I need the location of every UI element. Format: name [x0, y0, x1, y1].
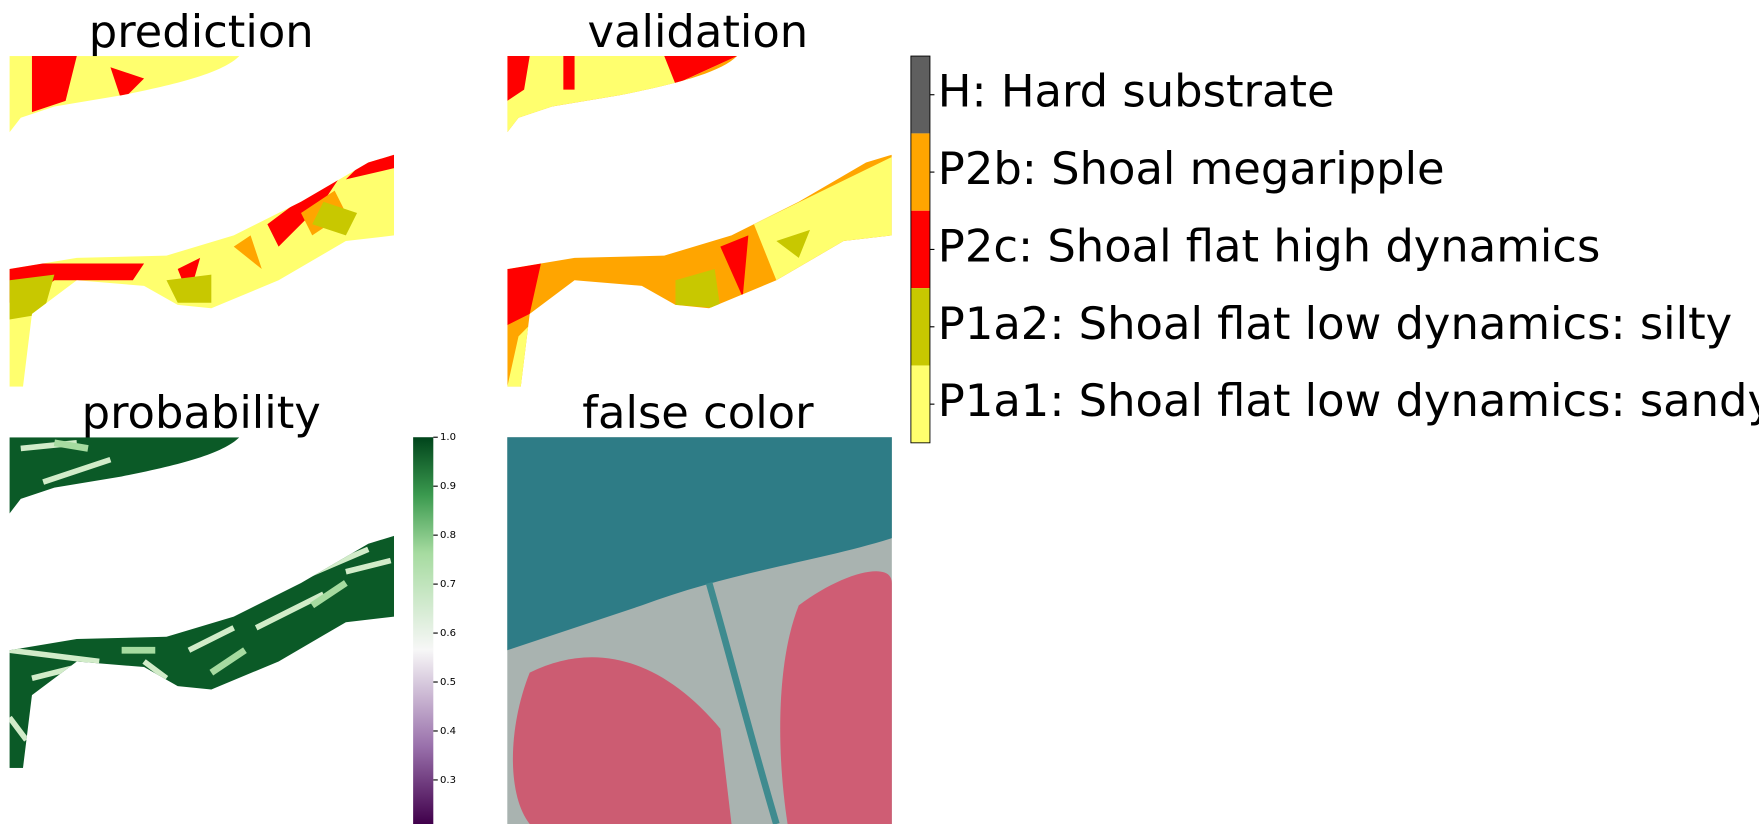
colorbar [413, 437, 434, 824]
class-swatch [910, 365, 930, 443]
class-swatch [910, 56, 930, 134]
colorbar-tick-label: 1.0 [440, 432, 456, 443]
colorbar-tick-label: 0.3 [440, 775, 456, 786]
panel-title: false color [582, 386, 814, 439]
colorbar-ticks: 0.3 0.4 0.5 0.6 0.7 0.8 0.9 1.0 [433, 432, 456, 786]
class-label: P2b: Shoal megaripple [938, 142, 1445, 195]
colorbar-tick-label: 0.7 [440, 579, 456, 590]
class-colorbar-frame [910, 55, 931, 444]
class-label: P2c: Shoal flat high dynamics [938, 219, 1601, 272]
colorbar-tick-label: 0.6 [440, 628, 456, 639]
probability-map [9, 437, 395, 768]
colorbar-tick-label: 0.8 [440, 530, 456, 541]
colorbar-tick-label: 0.9 [440, 481, 456, 492]
validation-map [507, 56, 892, 387]
class-swatch [910, 133, 930, 211]
colorbar-tick-label: 0.5 [440, 677, 456, 688]
class-swatch [910, 288, 930, 366]
prediction-map [9, 56, 395, 387]
class-label: P1a2: Shoal flat low dynamics: silty [938, 297, 1732, 350]
class-label: P1a1: Shoal flat low dynamics: sandy [938, 374, 1759, 427]
panel-title: prediction [89, 5, 314, 58]
class-colorbar: H: Hard substrate P2b: Shoal megaripple P2… [910, 55, 1759, 444]
false-color-image [507, 437, 892, 824]
class-label: H: Hard substrate [938, 65, 1335, 118]
panel-title: probability [82, 386, 321, 439]
class-swatch [910, 210, 930, 289]
colorbar-tick-label: 0.4 [440, 726, 456, 737]
panel-title: validation [588, 5, 809, 58]
